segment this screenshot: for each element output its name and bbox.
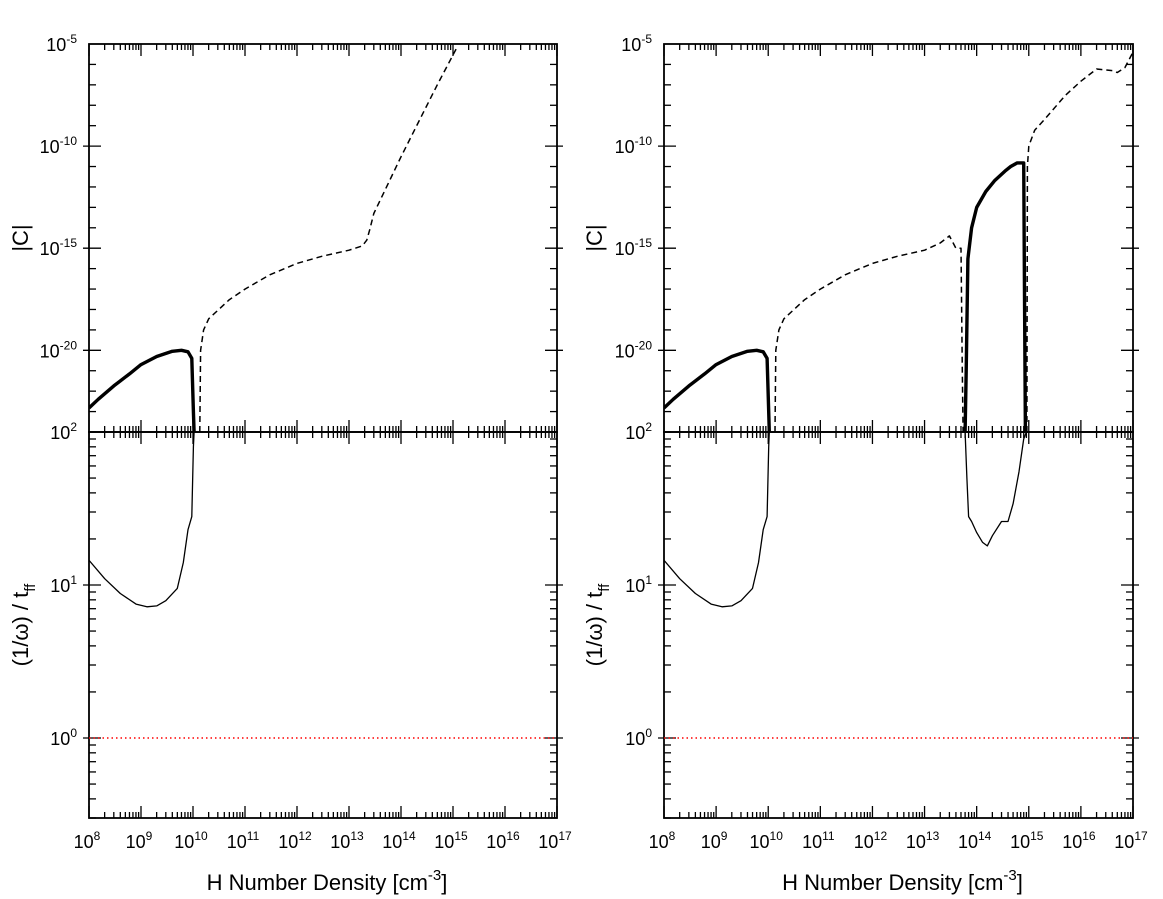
- y-tick-label: 10-15: [615, 236, 653, 259]
- x-axis-ticks: [88, 44, 558, 432]
- series-line-thin: [964, 432, 1028, 547]
- y-tick-label: 10-5: [46, 32, 77, 55]
- y-tick-label: 10-20: [615, 338, 653, 361]
- panel-top-right: |C|: [582, 43, 1139, 433]
- x-axis-label: H Number Density [cm-3]: [207, 867, 448, 895]
- x-tick-label: 1011: [802, 829, 835, 852]
- x-axis-ticks: [663, 432, 1134, 818]
- plot-frame: [663, 43, 1134, 433]
- x-tick-label: 1014: [958, 829, 992, 852]
- series-line-dashed: [1026, 51, 1133, 432]
- series-line-thick: [89, 348, 196, 432]
- y-axis-label: |C|: [8, 224, 33, 251]
- x-tick-label: 109: [126, 829, 153, 852]
- y-axis-ticks: [658, 63, 1139, 433]
- y-tick-label: 10-5: [621, 32, 652, 55]
- plot-frame: [88, 431, 558, 819]
- y-axis-ticks: [83, 63, 563, 433]
- x-tick-label: 1010: [174, 829, 208, 852]
- series-line-thick: [664, 348, 771, 432]
- y-tick-label: 101: [50, 573, 77, 596]
- series-line-thick: [963, 161, 1028, 432]
- plot-frame: [663, 431, 1134, 819]
- y-axis-label: (1/ω) / tff: [8, 583, 39, 667]
- y-tick-label: 10-10: [615, 134, 653, 157]
- y-tick-label: 102: [625, 420, 652, 443]
- x-tick-label: 1010: [750, 829, 784, 852]
- y-axis-label: |C|: [582, 224, 607, 251]
- series-line-dashed: [199, 46, 458, 432]
- x-axis-label: H Number Density [cm-3]: [782, 867, 1023, 895]
- x-tick-label: 1014: [382, 829, 416, 852]
- x-tick-label: 1017: [538, 829, 572, 852]
- panel-top-left: |C|: [8, 43, 563, 433]
- x-tick-label: 1011: [227, 829, 260, 852]
- x-tick-label: 1016: [486, 829, 520, 852]
- x-tick-label: 108: [649, 829, 676, 852]
- series-line-dashed: [774, 235, 964, 432]
- panel-bottom-right: (1/ω) / tff H Number Density [cm-3]: [582, 431, 1139, 895]
- y-tick-label: 100: [50, 726, 77, 749]
- series-line-thin: [89, 432, 195, 608]
- y-tick-label: 10-15: [40, 236, 78, 259]
- x-tick-label: 1012: [278, 829, 312, 852]
- y-axis-ticks: [658, 438, 1139, 819]
- x-axis-ticks: [663, 44, 1134, 432]
- y-tick-label: 10-20: [40, 338, 78, 361]
- x-tick-label: 1016: [1062, 829, 1096, 852]
- x-tick-label: 1013: [330, 829, 364, 852]
- x-tick-label: 1015: [434, 829, 468, 852]
- y-tick-label: 102: [50, 420, 77, 443]
- x-tick-label: 1012: [854, 829, 888, 852]
- x-tick-label: 1015: [1010, 829, 1044, 852]
- x-tick-label: 109: [701, 829, 728, 852]
- plot-frame: [88, 43, 558, 433]
- x-tick-label: 108: [74, 829, 101, 852]
- x-tick-label: 1017: [1114, 829, 1148, 852]
- y-tick-label: 100: [625, 726, 652, 749]
- y-tick-label: 10-10: [40, 134, 78, 157]
- y-axis-label: (1/ω) / tff: [582, 583, 613, 667]
- x-axis-ticks: [88, 432, 558, 818]
- panel-bottom-left: (1/ω) / tff H Number Density [cm-3]: [8, 431, 563, 895]
- y-axis-ticks: [83, 438, 563, 819]
- series-line-thin: [664, 432, 770, 608]
- x-tick-label: 1013: [906, 829, 940, 852]
- y-tick-label: 101: [625, 573, 652, 596]
